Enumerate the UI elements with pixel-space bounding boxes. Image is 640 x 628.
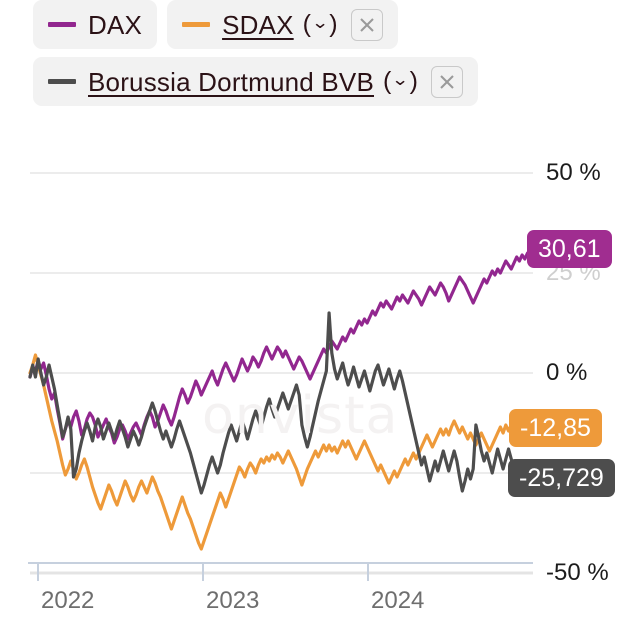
chevron-glyph: ⌄ — [311, 12, 330, 32]
close-icon[interactable] — [430, 65, 463, 98]
paren-close: ) — [409, 67, 418, 95]
legend-row: Borussia Dortmund BVB (⌄) — [0, 57, 640, 106]
legend-series-label[interactable]: Borussia Dortmund BVB — [88, 66, 374, 97]
paren-open: ( — [302, 10, 311, 38]
legend-chip-dax[interactable]: DAX — [33, 0, 158, 49]
chart-legend: DAX SDAX (⌄) Borussia Dortmund BVB (⌄) — [0, 0, 640, 114]
y-tick-label: -50 % — [546, 559, 609, 586]
x-tick-label: 2023 — [206, 587, 260, 614]
chevron-down-icon[interactable]: (⌄) — [303, 10, 338, 39]
x-tick-label: 2024 — [371, 587, 425, 614]
legend-series-label[interactable]: SDAX — [222, 9, 294, 40]
legend-chip-sdax[interactable]: SDAX (⌄) — [167, 0, 398, 49]
chart-svg — [28, 172, 535, 581]
x-tick-label: 2022 — [41, 587, 95, 614]
legend-series-label: DAX — [88, 9, 143, 40]
legend-row: DAX SDAX (⌄) — [0, 0, 640, 49]
chevron-down-icon[interactable]: (⌄) — [383, 67, 418, 96]
close-icon[interactable] — [350, 8, 383, 41]
chart-plot-area: onvista 50 %25 %0 %-25 %-50 % 2022202320… — [0, 148, 640, 628]
paren-close: ) — [329, 10, 338, 38]
bvb-value-badge: -25,729 — [508, 459, 615, 497]
series-line-sdax — [28, 353, 535, 551]
legend-chip-borussia-dortmund-bvb[interactable]: Borussia Dortmund BVB (⌄) — [33, 57, 478, 106]
dax-value-badge: 30,61 — [527, 230, 612, 268]
paren-open: ( — [383, 67, 392, 95]
chevron-glyph: ⌄ — [391, 69, 410, 89]
y-tick-label: 0 % — [546, 359, 588, 386]
series-line-borussia-dortmund-bvb — [28, 311, 535, 495]
line-swatch-icon — [48, 22, 76, 27]
line-swatch-icon — [48, 79, 76, 84]
sdax-value-badge: -12,85 — [509, 409, 602, 447]
series-line-dax — [28, 248, 535, 445]
y-tick-label: 50 % — [546, 159, 601, 186]
line-swatch-icon — [182, 22, 211, 27]
